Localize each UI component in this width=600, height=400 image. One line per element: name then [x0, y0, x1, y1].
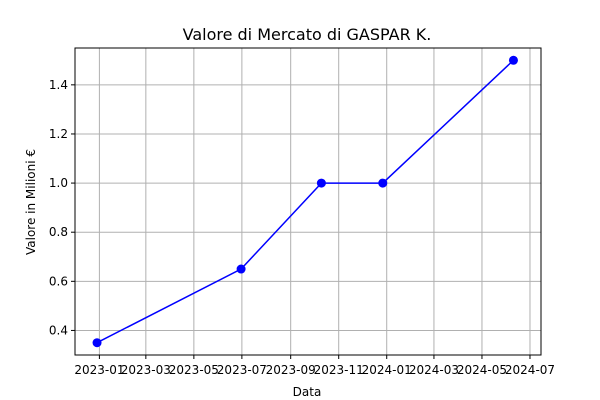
data-point [92, 338, 102, 348]
data-point [508, 55, 518, 65]
y-axis: 0.4 0.6 0.8 1.0 1.2 1.4 [49, 78, 75, 337]
data-point [316, 178, 326, 188]
series-layer [92, 55, 518, 348]
data-point [236, 264, 246, 274]
series-line [96, 59, 514, 344]
x-tick-label: 2023-09 [266, 363, 316, 377]
y-tick-label: 1.2 [49, 127, 68, 141]
y-tick-label: 0.8 [49, 225, 68, 239]
x-tick-label: 2024-07 [505, 363, 555, 377]
y-tick-label: 1.4 [49, 78, 68, 92]
x-tick-label: 2024-05 [457, 363, 507, 377]
y-tick-label: 0.4 [49, 323, 68, 337]
x-tick-label: 2023-03 [121, 363, 171, 377]
chart-title: Valore di Mercato di GASPAR K. [183, 25, 432, 44]
x-axis: 2023-012023-032023-052023-072023-092023-… [74, 355, 555, 377]
y-axis-label: Valore in Milioni € [24, 149, 38, 255]
x-axis-label: Data [293, 385, 322, 399]
y-tick-label: 1.0 [49, 176, 68, 190]
x-tick-label: 2024-03 [409, 363, 459, 377]
y-tick-label: 0.6 [49, 274, 68, 288]
x-tick-label: 2023-05 [169, 363, 219, 377]
grid [75, 48, 541, 355]
x-tick-label: 2023-01 [74, 363, 124, 377]
data-point [378, 178, 388, 188]
x-tick-label: 2024-01 [362, 363, 412, 377]
plot-frame [74, 47, 542, 356]
x-tick-label: 2023-11 [314, 363, 364, 377]
x-tick-label: 2023-07 [217, 363, 267, 377]
